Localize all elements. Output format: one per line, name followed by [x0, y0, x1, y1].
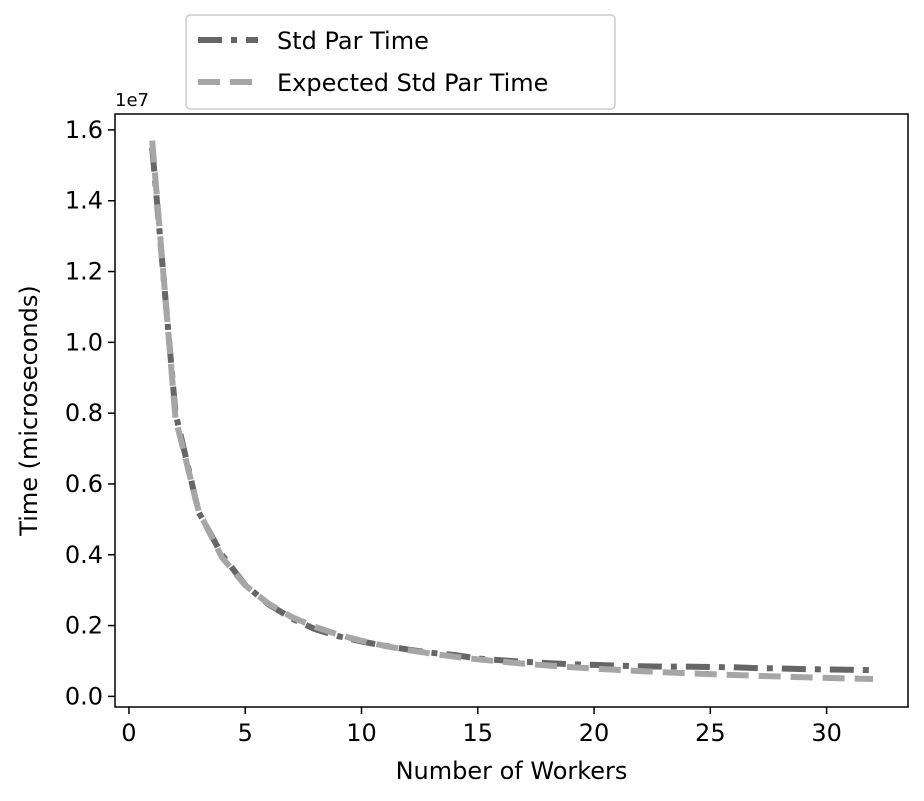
y-tick-label: 1.6 [65, 116, 103, 144]
y-tick-label: 1.4 [65, 187, 103, 215]
legend: Std Par Time Expected Std Par Time [185, 14, 616, 110]
plot-frame [114, 113, 909, 708]
x-tick-label: 30 [811, 719, 842, 747]
legend-box [185, 14, 616, 110]
legend-label-expected-std-par-time: Expected Std Par Time [277, 69, 548, 97]
y-tick-label: 0.0 [65, 682, 103, 710]
x-axis-label: Number of Workers [396, 757, 628, 785]
y-tick-label: 0.4 [65, 541, 103, 569]
y-tick-label: 1.0 [65, 328, 103, 356]
y-offset-label: 1e7 [115, 90, 149, 111]
y-tick-label: 0.2 [65, 612, 103, 640]
x-tick-label: 5 [238, 719, 253, 747]
x-tick-label: 15 [463, 719, 494, 747]
x-tick-label: 0 [121, 719, 136, 747]
series-line-std-par-time [149, 147, 874, 674]
legend-label-std-par-time: Std Par Time [277, 27, 429, 55]
x-tick-label: 10 [346, 719, 377, 747]
series-line-expected-std-par-time [149, 140, 874, 682]
x-tick-label: 25 [695, 719, 726, 747]
y-tick-label: 0.6 [65, 470, 103, 498]
y-tick-label: 1.2 [65, 258, 103, 286]
x-tick-label: 20 [579, 719, 610, 747]
y-axis-label: Time (microseconds) [15, 285, 43, 536]
ticks-layer: 0 5 10 15 20 25 30 0.0 0.2 0.4 0.6 0.8 1.0 1.2 1.4 1.6 [65, 116, 842, 747]
series-layer [149, 140, 874, 682]
y-tick-label: 0.8 [65, 399, 103, 427]
